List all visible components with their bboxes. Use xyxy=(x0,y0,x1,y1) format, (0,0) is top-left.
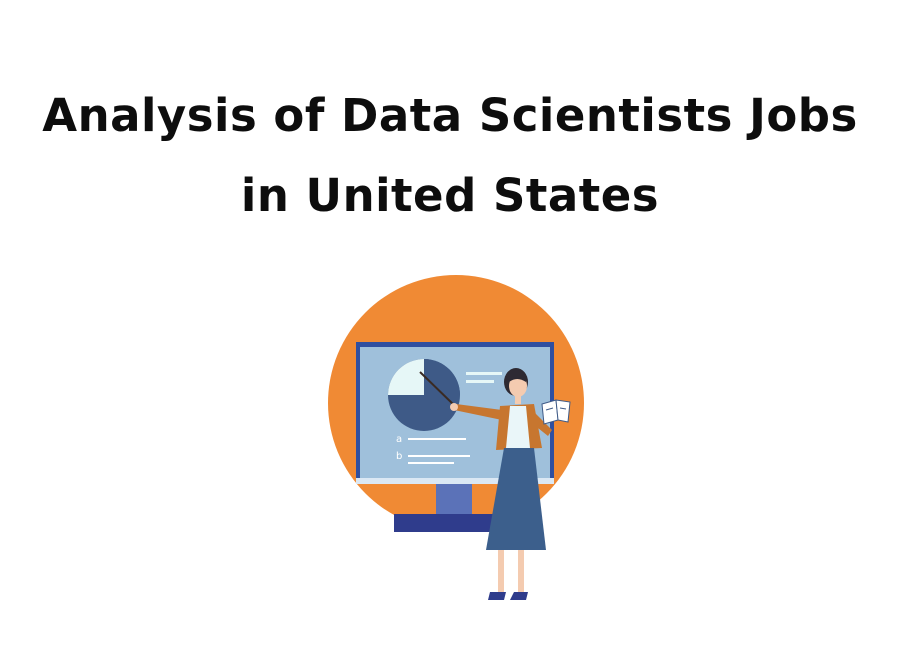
shoe xyxy=(510,592,528,600)
presenter-illustration: a b xyxy=(320,270,590,610)
shoe xyxy=(488,592,506,600)
board-line xyxy=(466,380,494,383)
leg xyxy=(518,550,524,592)
board-ledge xyxy=(356,478,554,484)
pie-slice-light xyxy=(388,359,424,395)
book xyxy=(541,399,559,425)
page-title: Analysis of Data Scientists Jobs in Unit… xyxy=(0,76,900,236)
pointing-arm xyxy=(454,404,502,420)
board-line xyxy=(408,462,454,464)
board-base xyxy=(394,514,502,532)
board-line xyxy=(408,455,470,457)
face xyxy=(509,375,527,397)
title-line-2: in United States xyxy=(240,169,660,223)
pointer-stick xyxy=(419,371,457,408)
board-line xyxy=(408,438,466,440)
board-line xyxy=(466,372,502,375)
leg xyxy=(498,550,504,592)
title-line-1: Analysis of Data Scientists Jobs xyxy=(42,89,858,143)
board-stand xyxy=(436,480,472,516)
presenter-icon: a b xyxy=(328,275,584,600)
board-label-a: a xyxy=(396,434,402,445)
top xyxy=(506,406,530,448)
skirt xyxy=(486,448,546,550)
board-label-b: b xyxy=(396,451,402,462)
